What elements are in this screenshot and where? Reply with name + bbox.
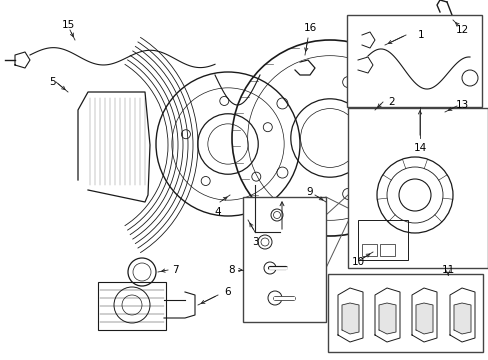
Bar <box>327 274 482 352</box>
Polygon shape <box>449 288 474 342</box>
Text: 16: 16 <box>303 23 316 33</box>
Text: 2: 2 <box>388 97 394 107</box>
Bar <box>361 244 376 256</box>
Polygon shape <box>294 60 314 75</box>
Text: 5: 5 <box>49 77 55 87</box>
Text: 10: 10 <box>351 257 364 267</box>
Text: 8: 8 <box>228 265 235 275</box>
Polygon shape <box>337 288 362 342</box>
Polygon shape <box>361 32 374 48</box>
Text: 13: 13 <box>454 100 468 110</box>
Text: 4: 4 <box>214 207 221 217</box>
Text: 7: 7 <box>171 265 178 275</box>
Bar <box>379 244 394 256</box>
Polygon shape <box>357 57 372 73</box>
Text: 9: 9 <box>306 187 313 197</box>
Text: 6: 6 <box>224 287 231 297</box>
Bar <box>346 15 481 107</box>
Polygon shape <box>15 52 30 68</box>
Polygon shape <box>374 288 399 342</box>
Text: 3: 3 <box>251 237 258 247</box>
Bar <box>357 220 407 260</box>
Text: 15: 15 <box>61 20 75 30</box>
Polygon shape <box>341 303 358 334</box>
Text: 11: 11 <box>441 265 454 275</box>
Bar <box>243 197 325 322</box>
Text: 12: 12 <box>454 25 468 35</box>
Polygon shape <box>411 288 436 342</box>
Bar <box>347 108 487 268</box>
Bar <box>98 282 165 330</box>
Text: 1: 1 <box>417 30 424 40</box>
Polygon shape <box>378 303 395 334</box>
Polygon shape <box>415 303 432 334</box>
Text: 14: 14 <box>412 143 426 153</box>
Polygon shape <box>453 303 470 334</box>
